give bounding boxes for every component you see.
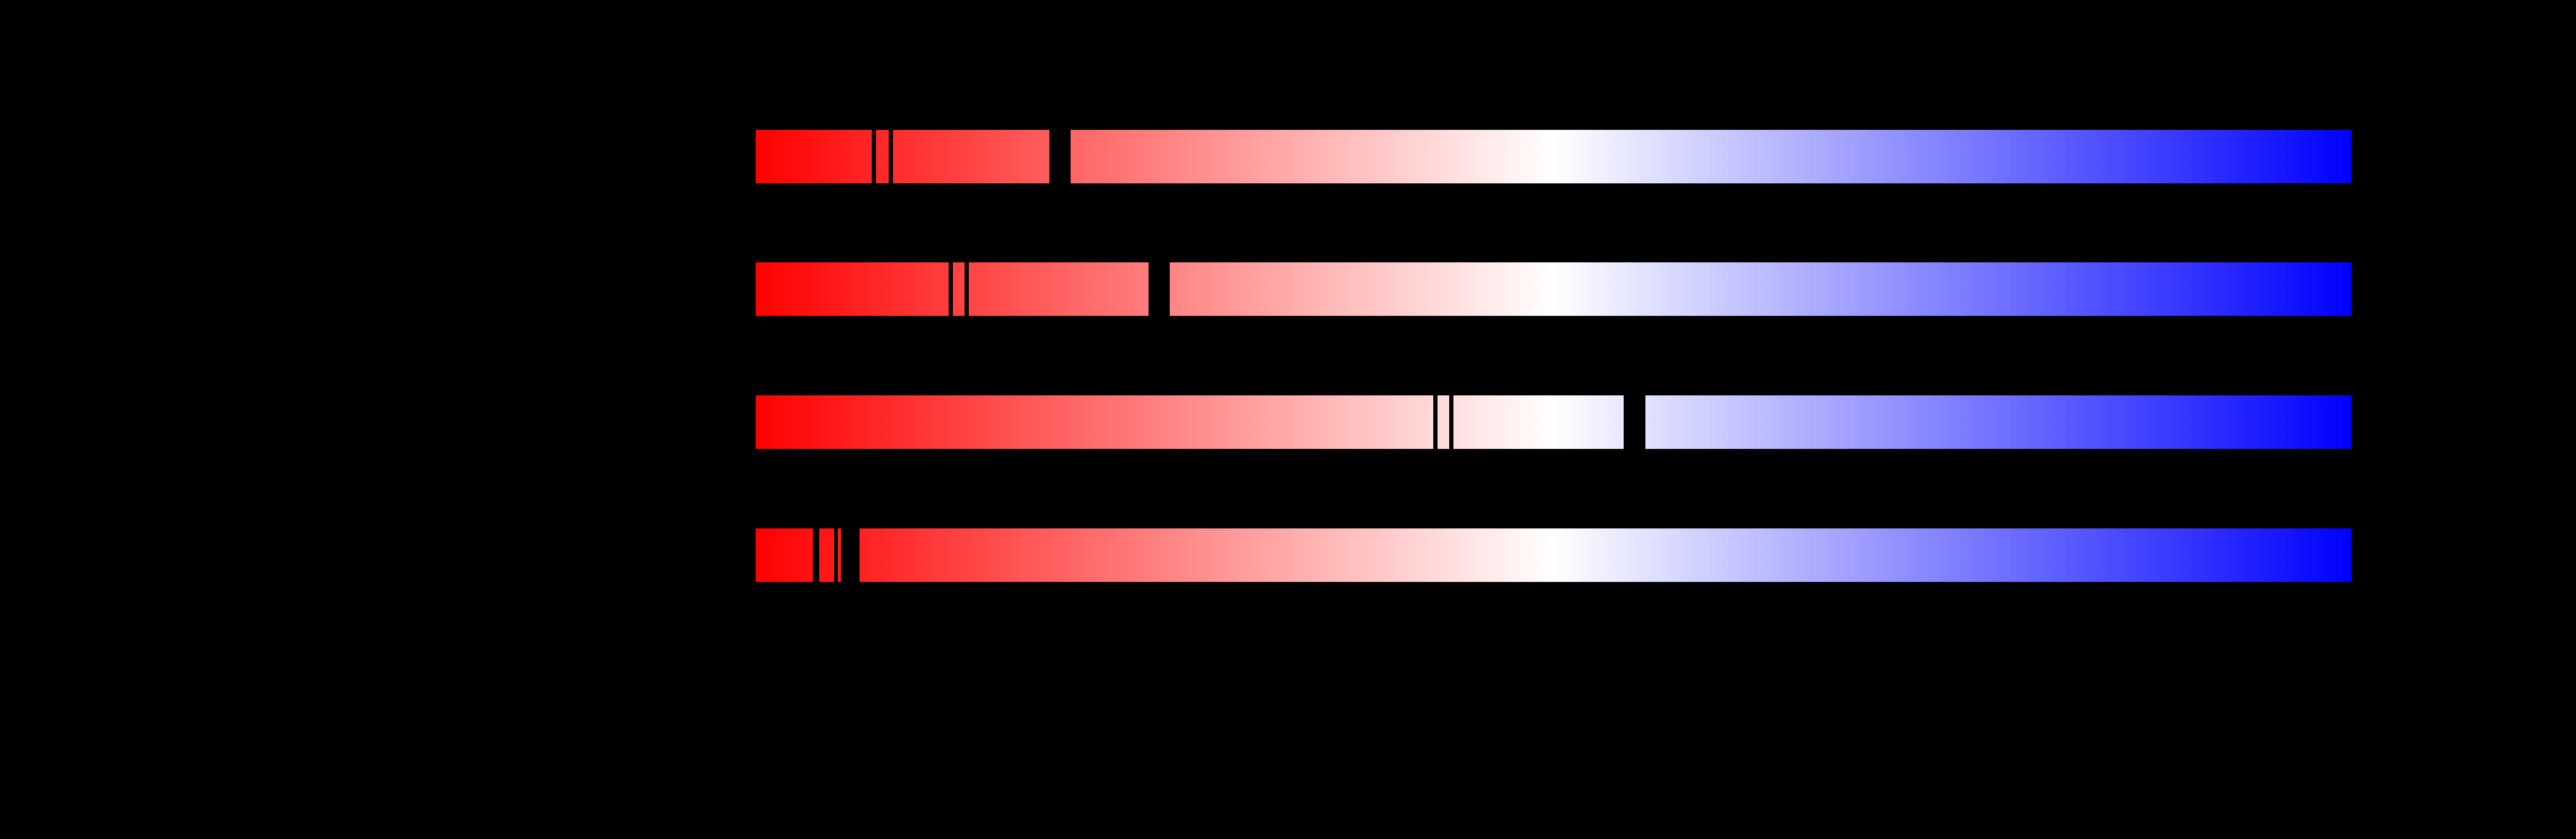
wide-gap-marker [841,528,860,582]
gradient-bar [756,130,2351,183]
wide-gap-marker [1149,262,1170,316]
thin-line-marker [1449,395,1453,449]
gradient-bar [756,528,2351,582]
thin-line-marker [949,262,953,316]
thin-line-marker [834,528,838,582]
thin-line-marker [1433,395,1438,449]
wide-gap-marker [1049,130,1071,183]
thin-line-marker [889,130,893,183]
thin-line-marker [813,528,819,582]
thin-line-marker [872,130,876,183]
gradient-bar [756,262,2351,316]
gradient-bar [756,395,2351,449]
thin-line-marker [965,262,969,316]
wide-gap-marker [1624,395,1645,449]
